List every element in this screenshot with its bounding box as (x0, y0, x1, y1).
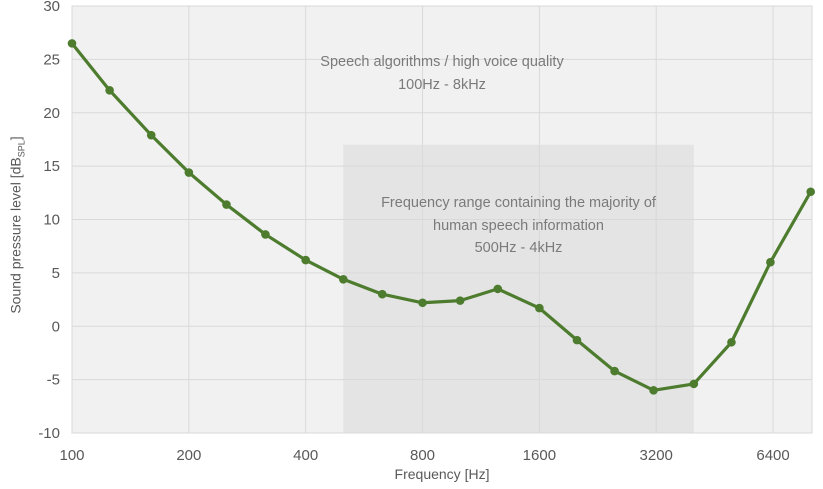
data-point-marker (377, 289, 387, 299)
x-tick-label: 200 (176, 447, 201, 464)
y-tick-label: -10 (38, 425, 60, 442)
y-axis-title-text: Sound pressure level [dBSPL] (7, 136, 27, 314)
x-tick-label: 400 (293, 447, 318, 464)
data-point-marker (649, 386, 658, 395)
data-point-marker (766, 257, 775, 267)
data-point-marker (301, 255, 310, 265)
data-point-marker (222, 200, 231, 209)
x-axis-title: Frequency [Hz] (394, 466, 490, 482)
x-tick-label: 6400 (756, 447, 789, 464)
x-tick-label: 3200 (640, 447, 673, 464)
y-tick-label: -5 (47, 372, 60, 389)
data-point-marker (610, 366, 619, 376)
x-tick-label: 1600 (523, 447, 556, 464)
y-tick-label: 20 (43, 105, 60, 122)
y-tick-label: 25 (43, 51, 60, 68)
data-point-marker (535, 303, 544, 313)
y-tick-label: 0 (52, 318, 60, 335)
speech-range-highlight-band (343, 144, 694, 433)
x-tick-label: 800 (410, 447, 435, 464)
data-point-marker (67, 39, 77, 48)
annotation-speech-algorithms-line1: Speech algorithms / high voice quality (320, 54, 564, 70)
data-point-marker (339, 274, 348, 284)
annotation-speech-information-line3: 500Hz - 4kHz (474, 240, 563, 256)
y-axis-title-subscript: SPL (16, 140, 27, 158)
plot-border (71, 5, 813, 434)
y-tick-label: 15 (43, 158, 60, 175)
data-point-marker (261, 230, 270, 239)
annotation-speech-algorithms: Speech algorithms / high voice quality 1… (72, 51, 812, 96)
data-point-marker (727, 337, 736, 347)
data-point-marker (105, 86, 114, 95)
annotation-speech-information-line1: Frequency range containing the majority … (381, 195, 656, 211)
data-point-marker (146, 130, 156, 140)
data-point-marker (689, 379, 699, 389)
data-point-marker (184, 168, 194, 177)
annotation-speech-information: Frequency range containing the majority … (333, 192, 704, 260)
y-tick-label: 30 (43, 0, 60, 15)
data-point-marker (493, 284, 503, 294)
y-tick-label: 5 (52, 265, 60, 282)
threshold-curve-line (70, 41, 813, 392)
y-tick-label: 10 (43, 212, 60, 229)
data-point-marker (455, 296, 465, 305)
annotation-speech-algorithms-line2: 100Hz - 8kHz (398, 76, 486, 93)
x-tick-label: 100 (59, 447, 84, 464)
data-point-marker (806, 187, 815, 197)
data-point-marker (418, 298, 427, 308)
annotation-speech-information-line2: human speech information (433, 217, 604, 234)
data-point-marker (572, 335, 582, 345)
